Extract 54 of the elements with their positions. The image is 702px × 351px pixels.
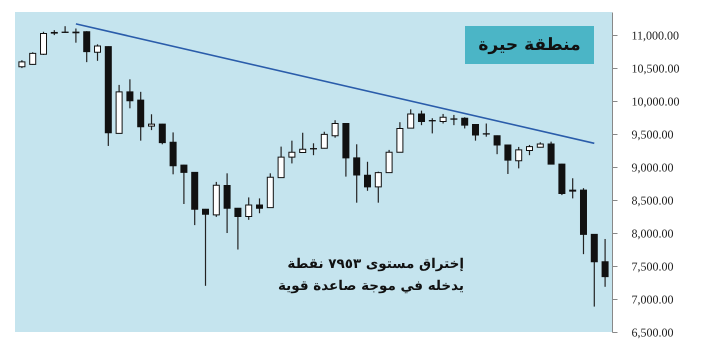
candlestick (515, 146, 522, 169)
candlestick (472, 124, 479, 142)
candlestick (353, 144, 360, 204)
candlestick (461, 116, 468, 130)
candlestick (94, 44, 102, 62)
candlestick (320, 131, 328, 150)
candlestick (245, 196, 252, 220)
candlestick (170, 132, 177, 175)
candlestick (364, 161, 371, 192)
candlestick (548, 141, 555, 166)
candlestick (148, 114, 156, 131)
candlestick (158, 123, 166, 145)
candlestick (40, 31, 48, 56)
candlestick (29, 52, 36, 66)
y-tick-label: 11,000.00 (632, 28, 680, 43)
y-tick-label: 7,500.00 (632, 260, 674, 274)
candlestick (526, 144, 533, 156)
y-tick-label: 6,500.00 (632, 326, 674, 340)
candlestick (407, 108, 414, 130)
candlestick (83, 30, 90, 63)
y-tick-label: 10,500.00 (632, 62, 680, 76)
candlestick (180, 164, 188, 205)
candlestick (332, 120, 339, 138)
candlestick (386, 149, 393, 174)
annotation: منطقة حيرة (478, 35, 581, 55)
candlestick (224, 172, 231, 234)
y-tick-label: 8,000.00 (632, 226, 674, 241)
candlestick (482, 122, 490, 138)
y-tick-label: 9,500.00 (632, 128, 674, 142)
candlestick (494, 134, 501, 155)
candlestick (72, 28, 80, 44)
candlestick (428, 118, 436, 134)
annotation: يدخله في موجة صاعدة قوية (278, 278, 464, 294)
candlestick (310, 142, 317, 156)
candlestick (202, 208, 210, 286)
candlestick (602, 238, 609, 288)
candlestick (440, 113, 447, 124)
y-tick-label: 9,000.00 (632, 160, 674, 175)
candlestick (418, 110, 425, 126)
candlestick (374, 171, 382, 204)
y-tick-label: 10,000.00 (632, 94, 680, 109)
candlestick (126, 78, 134, 109)
candlestick (288, 140, 296, 164)
candlestick (504, 144, 512, 175)
y-tick-label: 7,000.00 (632, 292, 674, 307)
candlestick (256, 198, 263, 214)
label-box: منطقة حيرة (465, 26, 594, 64)
candlestick (299, 132, 306, 154)
y-tick-label: 8,500.00 (632, 194, 674, 208)
candlestick (569, 178, 576, 199)
candlestick (278, 146, 285, 179)
candlestick (234, 207, 242, 250)
candlestick (396, 122, 404, 154)
annotation: إختراق مستوى ٧٩٥٣ نقطة (287, 256, 464, 272)
